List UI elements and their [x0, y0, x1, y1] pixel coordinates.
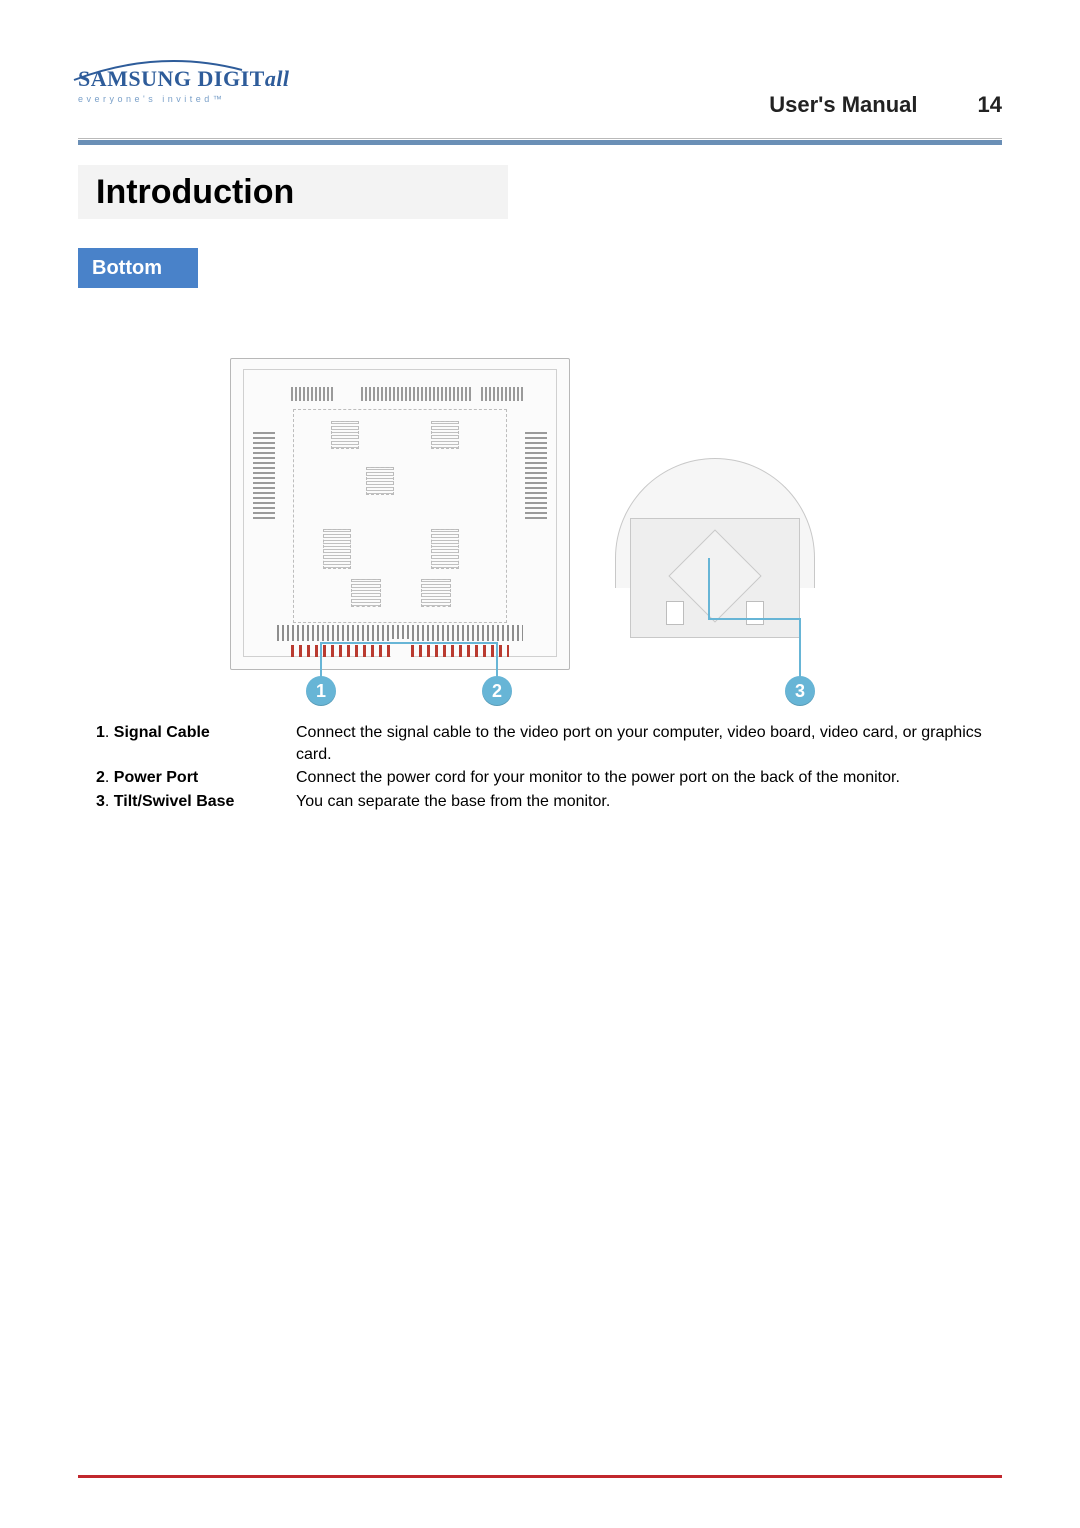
- section-title-bg: Introduction: [78, 165, 508, 219]
- logo-brand-italic: all: [265, 66, 290, 91]
- callout-line: [496, 642, 498, 678]
- definition-description: Connect the power cord for your monitor …: [296, 767, 984, 789]
- grille-icon: [431, 529, 459, 569]
- definition-number: 2: [96, 769, 105, 786]
- logo-brand-text: SAMSUNG DIGITall: [78, 66, 290, 92]
- header-title: User's Manual: [769, 92, 917, 118]
- section-title: Introduction: [96, 173, 294, 212]
- brand-logo: SAMSUNG DIGITall everyone's invited™: [78, 66, 290, 104]
- callout-badge-1: 1: [306, 676, 336, 706]
- callout-line: [386, 642, 498, 644]
- section-title-band: Introduction: [78, 165, 1002, 219]
- header-right: User's Manual 14: [769, 92, 1002, 118]
- definition-number: 3: [96, 793, 105, 810]
- definition-description: Connect the signal cable to the video po…: [296, 722, 984, 765]
- callout-badge-3: 3: [785, 676, 815, 706]
- grille-icon: [366, 467, 394, 495]
- vent-icon: [291, 387, 333, 401]
- definition-description: You can separate the base from the monit…: [296, 791, 984, 813]
- definitions-list: 1. Signal Cable Connect the signal cable…: [96, 722, 984, 814]
- manual-page: SAMSUNG DIGITall everyone's invited™ Use…: [0, 0, 1080, 1528]
- definition-row: 1. Signal Cable Connect the signal cable…: [96, 722, 984, 765]
- subheading-badge: Bottom: [78, 248, 198, 288]
- vent-icon: [525, 429, 547, 519]
- definition-term: 1. Signal Cable: [96, 722, 296, 765]
- definition-term: 3. Tilt/Swivel Base: [96, 791, 296, 813]
- definition-row: 2. Power Port Connect the power cord for…: [96, 767, 984, 789]
- definition-label: Tilt/Swivel Base: [114, 793, 235, 810]
- callout-line: [708, 618, 800, 620]
- grille-icon: [421, 579, 451, 607]
- definition-label: Signal Cable: [114, 724, 210, 741]
- definition-row: 3. Tilt/Swivel Base You can separate the…: [96, 791, 984, 813]
- grille-icon: [331, 421, 359, 449]
- footer-divider: [78, 1475, 1002, 1478]
- page-header: SAMSUNG DIGITall everyone's invited™ Use…: [78, 66, 1002, 126]
- base-slot-icon: [666, 601, 684, 625]
- vent-icon: [253, 429, 275, 519]
- callout-line: [708, 558, 710, 620]
- swivel-base-illustration: [610, 458, 820, 653]
- header-divider: [78, 140, 1002, 145]
- callout-line: [320, 642, 322, 678]
- monitor-back-illustration: [230, 358, 570, 670]
- device-inner-outline: [293, 409, 507, 623]
- base-slot-icon: [746, 601, 764, 625]
- page-number: 14: [978, 92, 1002, 118]
- section-title-spacer: [508, 165, 1002, 219]
- callout-badge-2: 2: [482, 676, 512, 706]
- figure-area: 1 2 3: [230, 358, 840, 718]
- vent-icon: [361, 387, 471, 401]
- grille-icon: [351, 579, 381, 607]
- logo-tagline: everyone's invited™: [78, 94, 290, 104]
- definition-label: Power Port: [114, 769, 198, 786]
- definition-term: 2. Power Port: [96, 767, 296, 789]
- subheading-text: Bottom: [92, 257, 162, 280]
- logo-brand-plain: SAMSUNG DIGIT: [78, 66, 265, 91]
- grille-icon: [431, 421, 459, 449]
- callout-line: [799, 618, 801, 678]
- header-divider-thin: [78, 138, 1002, 139]
- grille-icon: [323, 529, 351, 569]
- definition-number: 1: [96, 724, 105, 741]
- vent-icon: [481, 387, 523, 401]
